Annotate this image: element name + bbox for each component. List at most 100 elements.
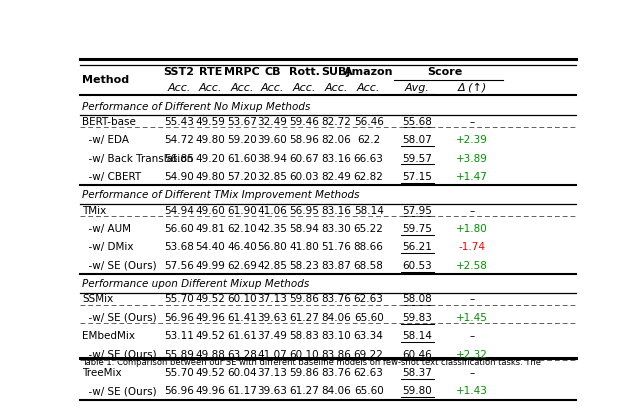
Text: +2.32: +2.32 [456,350,488,360]
Text: 42.85: 42.85 [257,261,287,271]
Text: 42.35: 42.35 [257,224,287,234]
Text: Rott.: Rott. [289,67,319,77]
Text: 39.63: 39.63 [257,313,287,323]
Text: –: – [469,206,474,215]
Text: 61.27: 61.27 [289,313,319,323]
Text: 59.57: 59.57 [403,154,432,164]
Text: –: – [469,117,474,127]
Text: 56.96: 56.96 [164,313,194,323]
Text: 39.60: 39.60 [257,135,287,145]
Text: -w/ DMix: -w/ DMix [83,242,134,253]
Text: Score: Score [427,67,462,77]
Text: Acc.: Acc. [292,82,316,93]
Text: 62.10: 62.10 [227,224,257,234]
Text: 58.14: 58.14 [354,206,383,215]
Text: 56.96: 56.96 [164,386,194,396]
Text: CB: CB [264,67,281,77]
Text: 61.61: 61.61 [227,331,257,341]
Text: 55.70: 55.70 [164,295,194,304]
Text: +1.43: +1.43 [456,386,488,396]
Text: 58.23: 58.23 [289,261,319,271]
Text: -w/ SE (Ours): -w/ SE (Ours) [83,386,157,396]
Text: +1.47: +1.47 [456,172,488,182]
Text: Acc.: Acc. [260,82,284,93]
Text: 49.60: 49.60 [196,206,225,215]
Text: 83.87: 83.87 [321,261,351,271]
Text: Avg.: Avg. [405,82,429,93]
Text: 54.94: 54.94 [164,206,194,215]
Text: -w/ SE (Ours): -w/ SE (Ours) [83,350,157,360]
Text: 39.63: 39.63 [257,386,287,396]
Text: 49.88: 49.88 [195,350,225,360]
Text: 49.20: 49.20 [196,154,225,164]
Text: 55.43: 55.43 [164,117,194,127]
Text: 84.06: 84.06 [321,313,351,323]
Text: 58.83: 58.83 [289,331,319,341]
Text: 59.86: 59.86 [289,295,319,304]
Text: 83.76: 83.76 [321,295,351,304]
Text: 37.13: 37.13 [257,295,287,304]
Text: 51.76: 51.76 [321,242,351,253]
Text: Δ (↑): Δ (↑) [457,82,486,93]
Text: –: – [469,331,474,341]
Text: 82.72: 82.72 [321,117,351,127]
Text: 58.07: 58.07 [403,135,432,145]
Text: Table 1: Comparison between our SE with different baseline models on few-shot te: Table 1: Comparison between our SE with … [83,358,541,367]
Text: 63.34: 63.34 [354,331,383,341]
Text: SST2: SST2 [164,67,195,77]
Text: 57.95: 57.95 [403,206,432,215]
Text: 37.49: 37.49 [257,331,287,341]
Text: –: – [469,368,474,378]
Text: 41.07: 41.07 [257,350,287,360]
Text: 82.06: 82.06 [321,135,351,145]
Text: 49.96: 49.96 [195,386,225,396]
Text: Amazon: Amazon [344,67,394,77]
Text: 84.06: 84.06 [321,386,351,396]
Text: 46.40: 46.40 [227,242,257,253]
Text: 38.94: 38.94 [257,154,287,164]
Text: 62.63: 62.63 [354,368,383,378]
Text: SUBJ: SUBJ [321,67,351,77]
Text: Performance upon Different Mixup Methods: Performance upon Different Mixup Methods [83,279,310,289]
Text: -w/ Back Translation: -w/ Back Translation [83,154,194,164]
Text: -w/ SE (Ours): -w/ SE (Ours) [83,261,157,271]
Text: 60.04: 60.04 [227,368,257,378]
Text: 62.2: 62.2 [357,135,380,145]
Text: Performance of Different TMix Improvement Methods: Performance of Different TMix Improvemen… [83,190,360,200]
Text: MRPC: MRPC [224,67,260,77]
Text: 59.75: 59.75 [403,224,432,234]
Text: 49.96: 49.96 [195,313,225,323]
Text: 55.70: 55.70 [164,368,194,378]
Text: 66.63: 66.63 [354,154,383,164]
Text: 82.49: 82.49 [321,172,351,182]
Text: Method: Method [83,75,130,84]
Text: 56.46: 56.46 [354,117,383,127]
Text: 61.90: 61.90 [227,206,257,215]
Text: 57.56: 57.56 [164,261,194,271]
Text: 61.60: 61.60 [227,154,257,164]
Text: 58.37: 58.37 [403,368,432,378]
Text: 54.40: 54.40 [196,242,225,253]
Text: 56.95: 56.95 [289,206,319,215]
Text: +1.45: +1.45 [456,313,488,323]
Text: –: – [469,295,474,304]
Text: +3.89: +3.89 [456,154,488,164]
Text: 53.67: 53.67 [227,117,257,127]
Text: -w/ EDA: -w/ EDA [83,135,129,145]
Text: 56.60: 56.60 [164,224,194,234]
Text: Performance of Different No Mixup Methods: Performance of Different No Mixup Method… [83,101,311,112]
Text: 49.59: 49.59 [195,117,225,127]
Text: +1.80: +1.80 [456,224,488,234]
Text: 55.68: 55.68 [403,117,432,127]
Text: -w/ AUM: -w/ AUM [83,224,131,234]
Text: -w/ CBERT: -w/ CBERT [83,172,141,182]
Text: 49.80: 49.80 [196,172,225,182]
Text: 57.20: 57.20 [227,172,257,182]
Text: 88.66: 88.66 [354,242,383,253]
Text: -w/ SE (Ours): -w/ SE (Ours) [83,313,157,323]
Text: 62.82: 62.82 [354,172,383,182]
Text: Acc.: Acc. [230,82,254,93]
Text: 58.94: 58.94 [289,224,319,234]
Text: 65.60: 65.60 [354,386,383,396]
Text: 60.10: 60.10 [227,295,257,304]
